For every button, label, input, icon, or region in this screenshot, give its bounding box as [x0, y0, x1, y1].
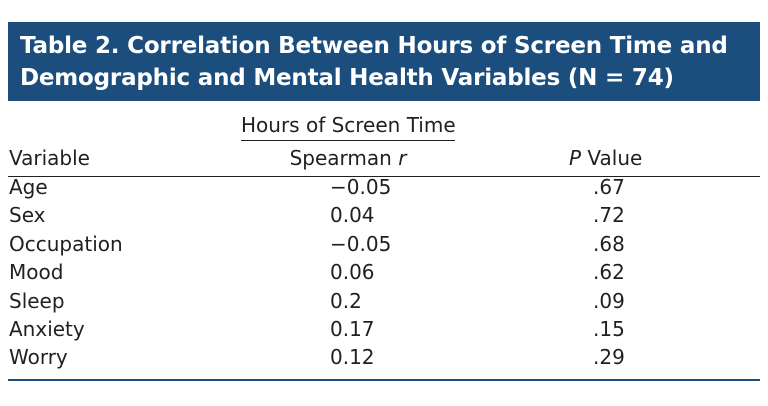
variable-cell: Age	[9, 175, 48, 199]
spanner-rule	[241, 140, 455, 141]
variable-cell: Mood	[9, 260, 64, 285]
title-line: Demographic and Mental Health Variables …	[20, 65, 674, 91]
header-symbol: r	[398, 146, 407, 170]
spearman-cell: 0.17	[330, 317, 375, 341]
title-bar: Table 2. Correlation Between Hours of Sc…	[8, 22, 760, 101]
variable-cell: Occupation	[9, 231, 123, 256]
p-value-cell: .15	[593, 317, 625, 341]
spearman-cell: 0.2	[330, 288, 362, 313]
spearman-cell: −0.05	[330, 231, 392, 256]
variable-cell: Anxiety	[9, 317, 85, 341]
variable-cell: Worry	[9, 345, 68, 370]
variable-cell: Sex	[9, 203, 46, 228]
p-value-cell: .09	[593, 288, 625, 313]
column-header: P Value	[569, 145, 642, 171]
spearman-cell: 0.12	[330, 345, 375, 370]
header-symbol: P	[569, 146, 582, 170]
spearman-cell: 0.06	[330, 260, 375, 285]
spearman-cell: 0.04	[330, 203, 375, 228]
spearman-cell: −0.05	[330, 175, 392, 199]
column-spanner: Hours of Screen Time	[241, 113, 456, 137]
p-value-cell: .67	[593, 175, 625, 199]
p-value-cell: .68	[593, 231, 625, 256]
header-text: Spearman	[289, 146, 392, 170]
header-rule	[8, 176, 760, 177]
bottom-rule	[8, 379, 760, 381]
p-value-cell: .29	[593, 345, 625, 370]
column-header: Variable	[9, 146, 90, 170]
p-value-cell: .72	[593, 203, 625, 228]
variable-cell: Sleep	[9, 288, 65, 313]
p-value-cell: .62	[593, 260, 625, 285]
column-header: Spearman r	[241, 145, 455, 171]
title-line: Table 2. Correlation Between Hours of Sc…	[20, 33, 728, 59]
header-text: Value	[587, 146, 643, 170]
